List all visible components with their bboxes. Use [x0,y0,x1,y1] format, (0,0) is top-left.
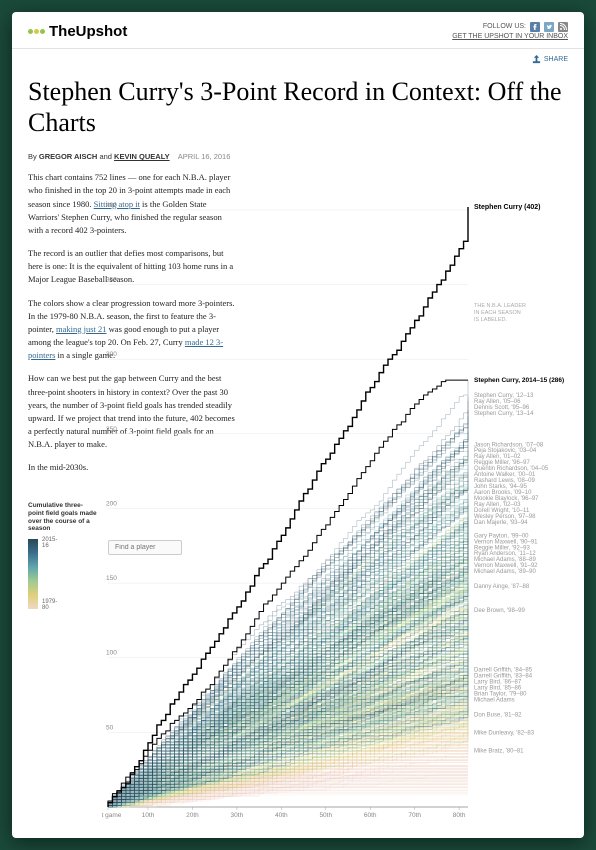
svg-text:200: 200 [106,500,117,507]
follow-block: FOLLOW US: GET THE UPSHOT IN YOUR INBOX [452,22,568,42]
svg-text:400: 400 [106,202,117,209]
author-2[interactable]: KEVIN QUEALY [114,152,170,161]
svg-text:30th: 30th [231,812,244,819]
pub-date: APRIL 16, 2016 [178,152,231,161]
byline: By GREGOR AISCH and KEVIN QUEALY APRIL 1… [28,152,568,161]
svg-text:40th: 40th [275,812,288,819]
svg-text:Mike Dunleavy, '82–83: Mike Dunleavy, '82–83 [474,730,535,736]
svg-text:IS LABELED.: IS LABELED. [474,317,507,323]
svg-text:350: 350 [106,277,117,284]
follow-label: FOLLOW US: [483,22,526,32]
twitter-icon[interactable] [544,22,554,32]
svg-text:1st game: 1st game [102,812,122,819]
svg-text:60th: 60th [364,812,377,819]
brand-dots-icon [28,29,45,34]
brand-logo[interactable]: TheUpshot [28,23,127,40]
svg-text:Michael Adams, '89–90: Michael Adams, '89–90 [474,569,537,575]
svg-text:Stephen Curry (402): Stephen Curry (402) [474,204,541,211]
headline: Stephen Curry's 3-Point Record in Contex… [28,76,568,138]
svg-text:Mike Bratz, '80–81: Mike Bratz, '80–81 [474,748,524,754]
svg-text:50: 50 [106,724,114,731]
svg-text:300: 300 [106,351,117,358]
facebook-icon[interactable] [530,22,540,32]
share-icon [532,55,541,64]
svg-text:70th: 70th [408,812,421,819]
author-1: GREGOR AISCH [39,152,97,161]
svg-text:150: 150 [106,575,117,582]
svg-text:Stephen Curry, '13–14: Stephen Curry, '13–14 [474,411,534,417]
brand-text: TheUpshot [49,23,127,40]
svg-text:Dan Majerle, '93–94: Dan Majerle, '93–94 [474,520,528,526]
svg-text:Michael Adams: Michael Adams [474,698,515,704]
color-bar: 2015-16 1979-80 [28,539,38,609]
chart-svg: 50 100 150 200 250 300 350 400 1st game 10th 20th 3… [102,187,578,824]
legend-bottom-label: 1979-80 [42,599,57,611]
svg-text:250: 250 [106,426,117,433]
legend-top-label: 2015-16 [42,537,57,549]
svg-text:THE N.B.A. LEADER: THE N.B.A. LEADER [474,303,526,309]
svg-text:100: 100 [106,650,117,657]
share-label: SHARE [544,56,568,63]
svg-text:Dee Brown, '98–99: Dee Brown, '98–99 [474,608,526,614]
rss-icon[interactable] [558,22,568,32]
svg-text:Stephen Curry, 2014–15 (286): Stephen Curry, 2014–15 (286) [474,377,564,384]
svg-text:10th: 10th [142,812,155,819]
inbox-link[interactable]: GET THE UPSHOT IN YOUR INBOX [452,32,568,42]
share-button[interactable]: SHARE [532,55,568,64]
svg-text:50th: 50th [319,812,332,819]
svg-text:80th: 80th [453,812,466,819]
chart: 50 100 150 200 250 300 350 400 1st game 10th 20th 3… [102,187,578,824]
color-legend: Cumulative three-point field goals made … [28,502,98,609]
svg-text:Danny Ainge, '87–88: Danny Ainge, '87–88 [474,584,530,590]
svg-text:IN EACH SEASON: IN EACH SEASON [474,310,521,316]
svg-text:Don Buse, '81–82: Don Buse, '81–82 [474,712,522,718]
legend-title: Cumulative three-point field goals made … [28,502,98,533]
svg-text:20th: 20th [186,812,199,819]
